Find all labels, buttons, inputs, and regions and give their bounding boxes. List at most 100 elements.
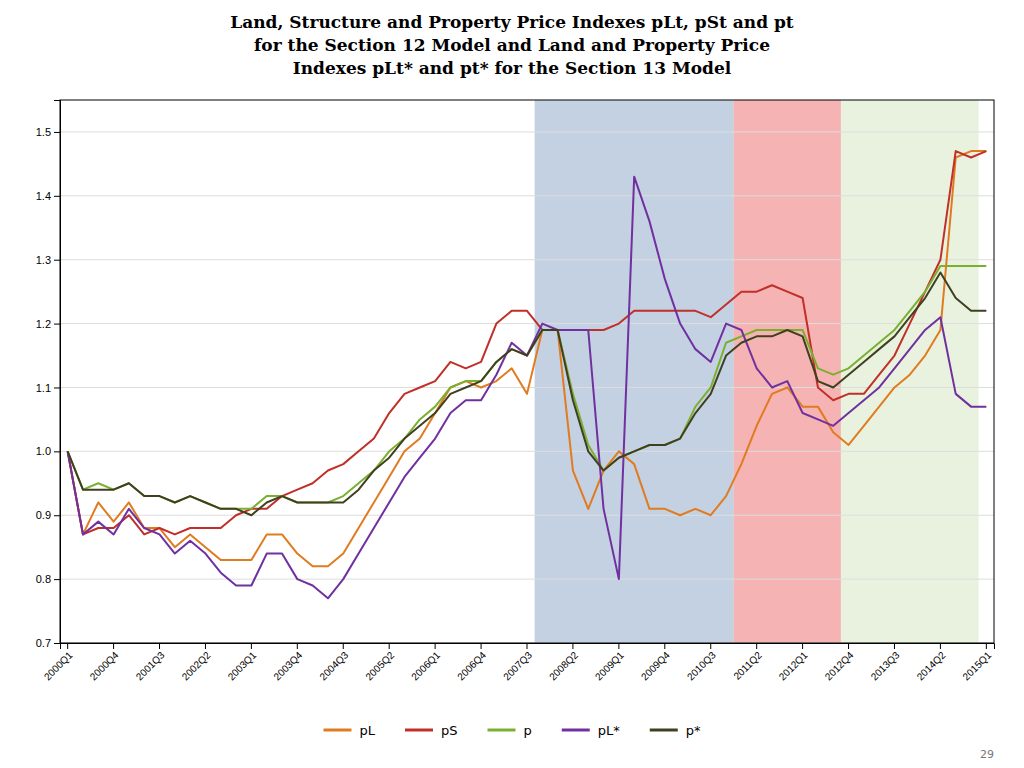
x-tick-mark xyxy=(481,643,482,649)
x-tick-label: 2010Q3 xyxy=(685,649,718,682)
x-tick-mark xyxy=(159,643,160,649)
y-tick-label: 1.5 xyxy=(36,126,51,138)
x-tick-label: 2003Q1 xyxy=(226,649,259,682)
x-tick: 2007Q3 xyxy=(501,643,534,682)
x-tick-label: 2003Q4 xyxy=(271,649,304,682)
legend-item: p xyxy=(487,723,531,738)
grid-line xyxy=(60,387,994,388)
x-tick-mark xyxy=(940,643,941,649)
legend-swatch xyxy=(650,729,678,732)
x-tick-mark xyxy=(664,643,665,649)
x-tick: 2013Q3 xyxy=(869,643,902,682)
y-tick: 1.0 xyxy=(36,445,60,457)
legend-item: pS xyxy=(405,723,458,738)
x-tick-label: 2015Q1 xyxy=(960,649,993,682)
x-tick-mark xyxy=(756,643,757,649)
x-tick-mark xyxy=(251,643,252,649)
x-tick-label: 2004Q3 xyxy=(317,649,350,682)
x-tick-label: 2009Q1 xyxy=(593,649,626,682)
y-tick-label: 1.1 xyxy=(36,381,51,393)
x-tick-label: 2014Q2 xyxy=(915,649,948,682)
x-tick-mark xyxy=(527,643,528,649)
x-tick-label: 2001Q3 xyxy=(134,649,167,682)
x-tick-label: 2006Q1 xyxy=(409,649,442,682)
x-tick-label: 2000Q1 xyxy=(42,649,75,682)
y-tick-mark xyxy=(54,196,60,197)
x-tick-mark xyxy=(67,643,68,649)
y-tick: 1.1 xyxy=(36,381,60,393)
title-line: Land, Structure and Property Price Index… xyxy=(230,12,794,32)
x-tick: 2001Q3 xyxy=(134,643,167,682)
x-tick: 2010Q3 xyxy=(685,643,718,682)
x-tick-label: 2006Q4 xyxy=(455,649,488,682)
legend-swatch xyxy=(323,729,351,732)
x-tick: 2008Q2 xyxy=(547,643,580,682)
legend-swatch xyxy=(405,729,433,732)
y-tick: 0.9 xyxy=(36,509,60,521)
x-tick: 2002Q2 xyxy=(180,643,213,682)
y-tick: 1.3 xyxy=(36,254,60,266)
x-tick-mark xyxy=(710,643,711,649)
x-tick: 2014Q2 xyxy=(915,643,948,682)
x-tick-label: 2009Q4 xyxy=(639,649,672,682)
annotation: 29 xyxy=(980,748,994,761)
x-tick-mark xyxy=(205,643,206,649)
y-tick-mark xyxy=(54,260,60,261)
legend-label: pL* xyxy=(598,723,620,738)
x-tick: 2005Q2 xyxy=(363,643,396,682)
x-tick-mark xyxy=(848,643,849,649)
y-tick-label: 0.7 xyxy=(36,637,51,649)
title-line: Indexes pLt* and pt* for the Section 13 … xyxy=(293,58,732,78)
legend-swatch xyxy=(487,729,515,732)
x-tick-label: 2011Q2 xyxy=(731,649,764,682)
y-tick-label: 1.0 xyxy=(36,445,51,457)
x-tick: 2000Q4 xyxy=(88,643,121,682)
legend-label: pL xyxy=(359,723,375,738)
y-tick-label: 0.8 xyxy=(36,573,51,585)
x-tick-mark xyxy=(894,643,895,649)
chart: Land, Structure and Property Price Index… xyxy=(0,0,1024,768)
grid-line xyxy=(60,259,994,260)
series-line xyxy=(68,272,987,515)
x-tick-mark xyxy=(389,643,390,649)
y-tick: 1.5 xyxy=(36,126,60,138)
x-tick-mark xyxy=(618,643,619,649)
legend-label: pS xyxy=(441,723,458,738)
region xyxy=(841,100,979,643)
x-tick-label: 2012Q1 xyxy=(777,649,810,682)
x-tick-mark xyxy=(113,643,114,649)
y-tick-label: 1.2 xyxy=(36,318,51,330)
y-axis: 0.7 0.8 0.9 1.0 1.1 1.2 1.3 1.4 1.5 xyxy=(36,101,61,650)
x-tick: 2009Q4 xyxy=(639,643,672,682)
legend-item: pL* xyxy=(562,723,620,738)
grid-line xyxy=(60,579,994,580)
y-tick-mark xyxy=(54,132,60,133)
y-tick-label: 1.4 xyxy=(36,190,51,202)
y-tick: 1.2 xyxy=(36,318,60,330)
y-tick-mark xyxy=(54,451,60,452)
grid xyxy=(60,132,994,643)
x-tick-mark xyxy=(572,643,573,649)
x-tick-label: 2000Q4 xyxy=(88,649,121,682)
y-tick: 1.4 xyxy=(36,190,60,202)
x-tick-mark xyxy=(802,643,803,649)
x-tick: 2012Q1 xyxy=(777,643,810,682)
x-tick: 2006Q1 xyxy=(409,643,442,682)
legend-swatch xyxy=(562,729,590,732)
series-line xyxy=(68,177,987,599)
y-tick: 0.7 xyxy=(36,637,60,649)
x-tick: 2003Q4 xyxy=(271,643,304,682)
grid-line xyxy=(60,323,994,324)
title-line: for the Section 12 Model and Land and Pr… xyxy=(254,35,770,55)
y-tick: 0.8 xyxy=(36,573,60,585)
x-tick: 2004Q3 xyxy=(317,643,350,682)
x-tick-mark xyxy=(343,643,344,649)
grid-line xyxy=(60,131,994,132)
series-line xyxy=(68,151,987,566)
x-axis-line xyxy=(61,644,995,650)
x-tick-label: 2005Q2 xyxy=(363,649,396,682)
legend-item: p* xyxy=(650,723,701,738)
legend: pL pS p pL* p* xyxy=(323,723,701,738)
plot: 2000Q1 2000Q4 2001Q3 2002Q2 2003Q1 2003Q4 2004… xyxy=(36,100,995,682)
legend-label: p* xyxy=(686,723,701,738)
